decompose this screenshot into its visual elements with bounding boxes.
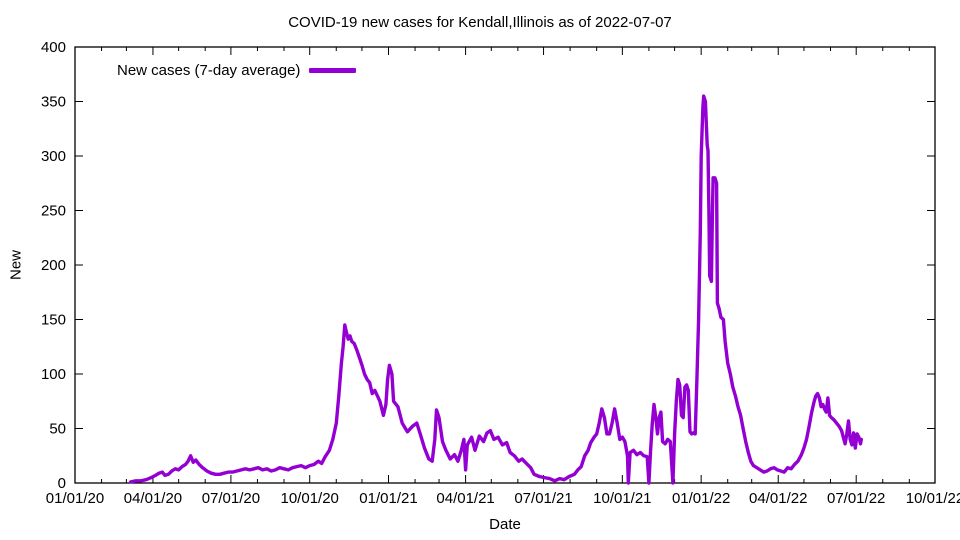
x-tick-label: 10/01/20 bbox=[281, 490, 339, 507]
y-tick-label: 100 bbox=[41, 366, 66, 383]
y-tick-label: 300 bbox=[41, 148, 66, 165]
legend-line-sample bbox=[309, 68, 357, 73]
x-tick-label: 01/01/20 bbox=[46, 490, 104, 507]
x-tick-label: 10/01/21 bbox=[593, 490, 651, 507]
x-tick-label: 04/01/21 bbox=[436, 490, 494, 507]
y-tick-label: 150 bbox=[41, 312, 66, 329]
y-tick-label: 50 bbox=[49, 421, 66, 438]
y-tick-label: 350 bbox=[41, 94, 66, 111]
legend-label: New cases (7-day average) bbox=[117, 62, 301, 79]
x-tick-label: 04/01/22 bbox=[749, 490, 807, 507]
x-tick-label: 10/01/22 bbox=[906, 490, 960, 507]
cases-line bbox=[128, 94, 863, 485]
y-tick-label: 0 bbox=[58, 475, 66, 492]
x-axis-label: Date bbox=[489, 516, 521, 533]
x-tick-label: 04/01/20 bbox=[124, 490, 182, 507]
y-tick-label: 400 bbox=[41, 39, 66, 56]
x-tick-label: 01/01/22 bbox=[672, 490, 730, 507]
y-tick-label: 250 bbox=[41, 203, 66, 220]
x-tick-label: 07/01/20 bbox=[202, 490, 260, 507]
x-tick-label: 01/01/21 bbox=[359, 490, 417, 507]
chart-title: COVID-19 new cases for Kendall,Illinois … bbox=[288, 14, 672, 31]
y-tick-label: 200 bbox=[41, 257, 66, 274]
plot-border bbox=[74, 46, 936, 484]
x-tick-label: 07/01/22 bbox=[827, 490, 885, 507]
legend: New cases (7-day average) bbox=[117, 62, 357, 79]
x-tick-label: 07/01/21 bbox=[514, 490, 572, 507]
